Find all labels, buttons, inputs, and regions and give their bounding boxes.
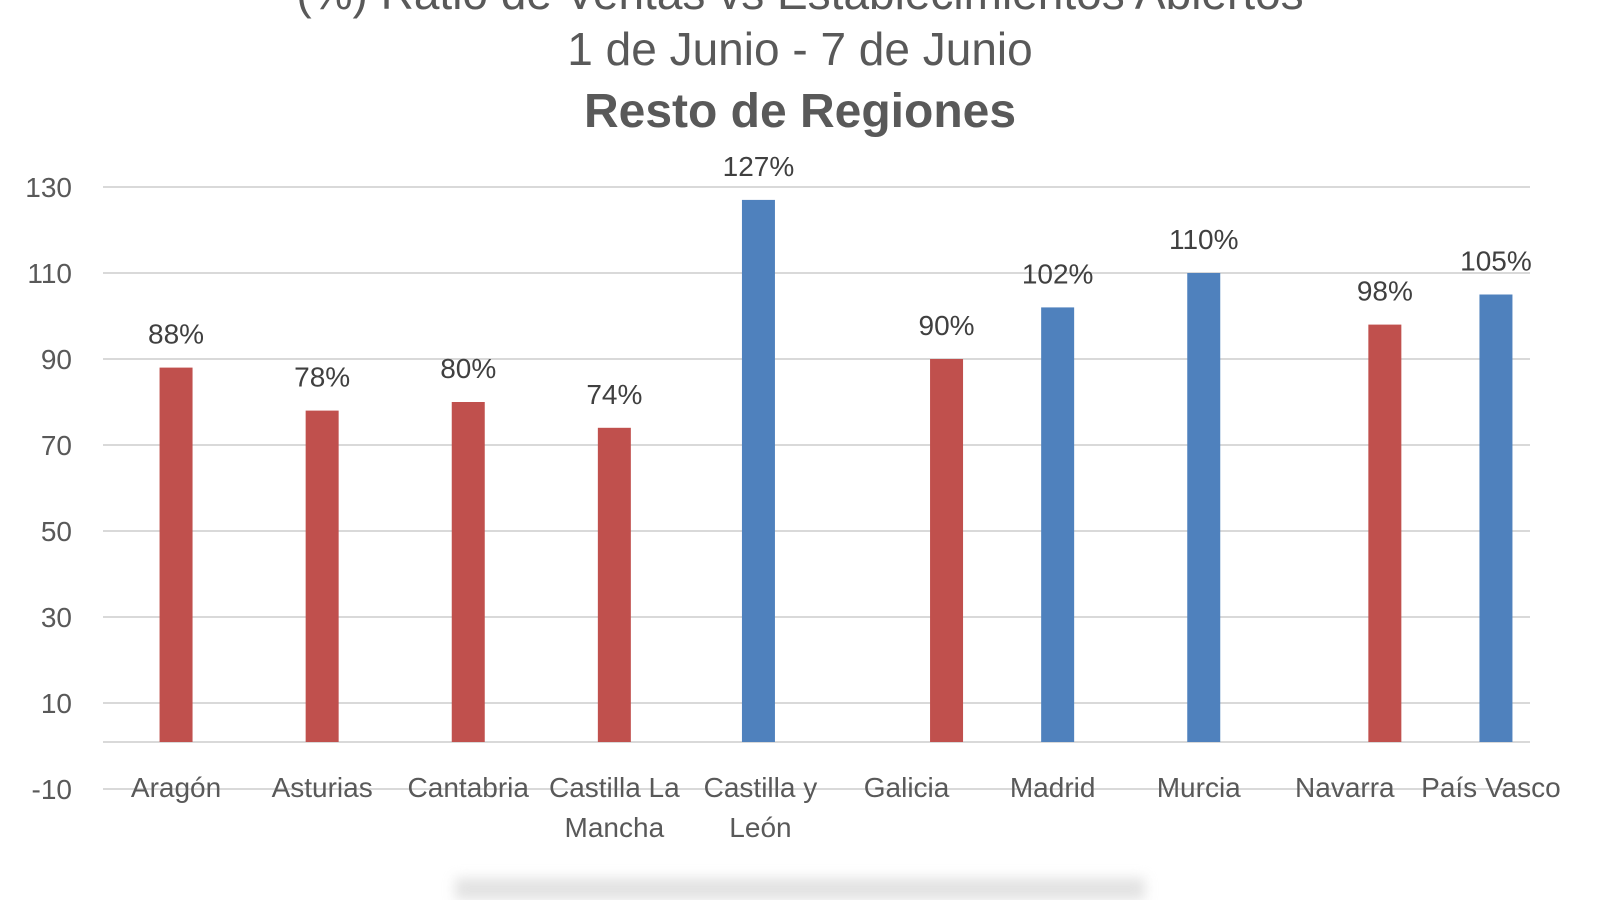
bar	[159, 367, 193, 742]
y-tick-label: 10	[41, 688, 72, 719]
chart-subtitle-dates: 1 de Junio - 7 de Junio	[567, 23, 1033, 75]
bar	[930, 359, 964, 742]
bar	[597, 427, 631, 742]
x-category-label: País Vasco	[1421, 772, 1561, 803]
y-tick-label: 30	[41, 602, 72, 633]
data-label: 80%	[440, 353, 496, 384]
x-category-label: Madrid	[1010, 772, 1096, 803]
bar	[1187, 273, 1221, 742]
data-label: 88%	[148, 319, 204, 350]
y-tick-label: 90	[41, 344, 72, 375]
data-label: 127%	[723, 151, 795, 182]
y-tick-label: 50	[41, 516, 72, 547]
data-label: 90%	[919, 310, 975, 341]
data-label: 74%	[586, 379, 642, 410]
chart-subtitle-region: Resto de Regiones	[583, 85, 1017, 138]
x-category-label: Murcia	[1157, 772, 1241, 803]
y-tick-label: -10	[32, 774, 72, 805]
bar	[1368, 324, 1402, 742]
x-category-label: Galicia	[864, 772, 950, 803]
x-category-label: Aragón	[131, 772, 221, 803]
x-category-label: León	[729, 812, 791, 843]
footer-caption-cropped	[455, 878, 1145, 900]
y-tick-label: 110	[27, 258, 72, 289]
bar	[1041, 307, 1075, 742]
x-category-label: Cantabria	[408, 772, 530, 803]
x-category-label: Navarra	[1295, 772, 1395, 803]
data-label: 78%	[294, 362, 350, 393]
x-category-label: Mancha	[565, 812, 665, 843]
x-category-label: Castilla y	[704, 772, 818, 803]
bar	[451, 402, 485, 742]
y-tick-label: 130	[25, 172, 72, 203]
y-tick-label: 70	[41, 430, 72, 461]
x-category-label: Castilla La	[549, 772, 680, 803]
x-category-label: Asturias	[272, 772, 373, 803]
bar	[305, 410, 339, 742]
chart-title: (%) Ratio de Ventas vs Establecimientos …	[0, 0, 1600, 20]
bar	[741, 199, 775, 742]
data-label: 98%	[1357, 276, 1413, 307]
data-label: 110%	[1169, 224, 1239, 255]
data-label: 102%	[1022, 258, 1094, 289]
data-label: 105%	[1460, 246, 1532, 277]
bar	[1479, 294, 1513, 742]
